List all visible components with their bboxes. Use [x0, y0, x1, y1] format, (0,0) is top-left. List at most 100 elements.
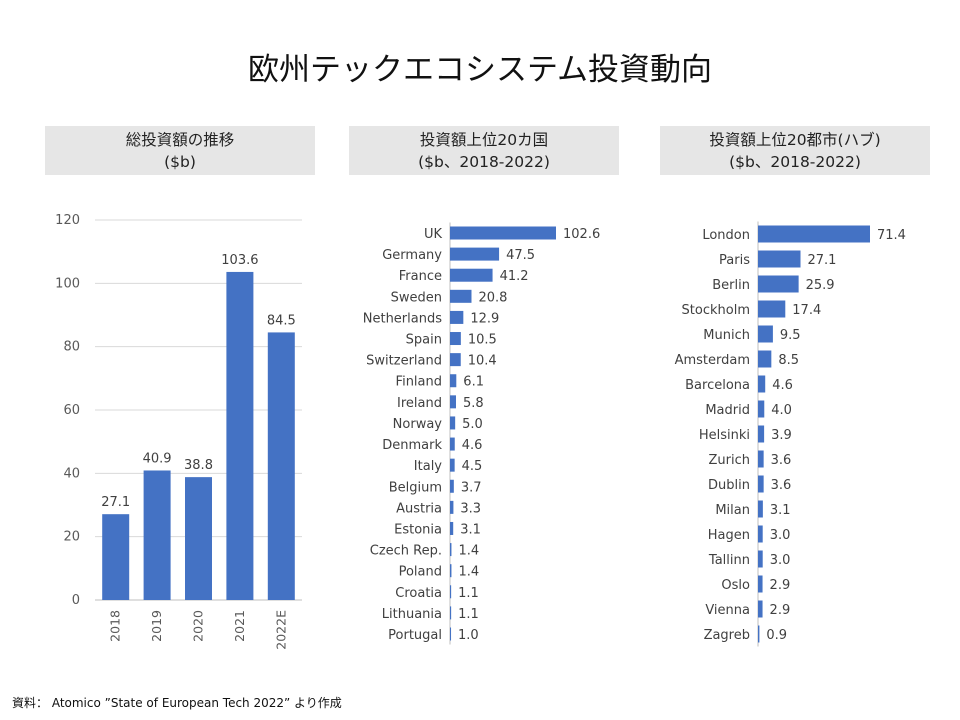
category-label: Spain [406, 333, 442, 348]
bar [450, 437, 455, 451]
bar [758, 575, 763, 593]
bar [758, 500, 763, 518]
data-label: 103.6 [221, 253, 258, 268]
data-label: 102.6 [563, 227, 600, 242]
data-label: 1.1 [458, 586, 479, 601]
category-label: UK [424, 227, 443, 242]
x-tick-label: 2018 [108, 610, 123, 642]
data-label: 17.4 [792, 303, 821, 318]
bar [450, 310, 464, 324]
category-label: Milan [715, 503, 750, 518]
y-tick-label: 40 [63, 466, 80, 481]
bar [758, 550, 763, 568]
y-tick-label: 0 [72, 593, 80, 608]
data-label: 2.9 [770, 603, 791, 618]
category-label: London [702, 228, 750, 243]
data-label: 10.5 [468, 333, 497, 348]
data-label: 6.1 [463, 375, 484, 390]
panel-title-total-investment: 総投資額の推移 ($b) [45, 126, 315, 175]
bar [450, 458, 455, 472]
data-label: 3.1 [770, 503, 791, 518]
bar [758, 300, 786, 318]
data-label: 38.8 [184, 458, 213, 473]
bar [758, 275, 799, 293]
category-label: Estonia [394, 522, 442, 537]
bar [102, 514, 130, 600]
bar [450, 521, 454, 535]
bar [450, 585, 452, 599]
x-tick-label: 2021 [232, 610, 247, 642]
bar [758, 250, 801, 268]
data-label: 3.6 [771, 478, 792, 493]
panel-title-line: ($b、2018-2022) [418, 153, 550, 171]
category-label: Denmark [382, 438, 442, 453]
bar [267, 332, 295, 600]
bar [758, 350, 772, 368]
data-label: 4.6 [772, 378, 793, 393]
category-label: Munich [703, 328, 750, 343]
bar [450, 606, 452, 620]
data-label: 3.1 [460, 522, 481, 537]
bar [450, 479, 454, 493]
category-label: Lithuania [382, 607, 442, 622]
data-label: 4.6 [462, 438, 483, 453]
category-label: Tallinn [708, 553, 750, 568]
bar [143, 470, 171, 600]
bar [450, 374, 457, 388]
data-label: 20.8 [478, 290, 507, 305]
data-label: 4.0 [771, 403, 792, 418]
data-label: 10.4 [468, 354, 497, 369]
bar [450, 332, 461, 346]
category-label: Sweden [391, 290, 442, 305]
page-title: 欧州テックエコシステム投資動向 [247, 52, 713, 88]
bar [450, 564, 452, 578]
data-label: 3.0 [770, 528, 791, 543]
panel-title-line: 総投資額の推移 [125, 131, 235, 149]
bar [450, 268, 493, 282]
bar [450, 289, 472, 303]
bar [226, 271, 254, 600]
category-label: Netherlands [363, 311, 442, 326]
category-label: Madrid [705, 403, 750, 418]
x-tick-label: 2022E [273, 610, 288, 650]
data-label: 3.7 [461, 480, 482, 495]
x-tick-label: 2019 [149, 610, 164, 642]
category-label: Portugal [388, 628, 442, 643]
bar [450, 543, 452, 557]
category-label: Croatia [395, 586, 442, 601]
bar [758, 225, 870, 243]
bar [758, 475, 764, 493]
category-label: Berlin [712, 278, 750, 293]
category-label: Poland [399, 565, 442, 580]
data-label: 1.4 [458, 565, 479, 580]
category-label: Oslo [721, 578, 750, 593]
category-label: Amsterdam [675, 353, 750, 368]
bar [758, 450, 764, 468]
category-label: France [399, 269, 442, 284]
bar [758, 375, 766, 393]
category-label: Finland [396, 375, 442, 390]
category-label: Belgium [389, 480, 442, 495]
data-label: 4.5 [462, 459, 483, 474]
bar [185, 477, 212, 600]
panel-title-top-countries: 投資額上位20カ国 ($b、2018-2022) [349, 126, 619, 175]
category-label: Ireland [397, 396, 442, 411]
data-label: 41.2 [500, 269, 529, 284]
category-label: Germany [382, 248, 442, 263]
bar [450, 500, 454, 514]
panel-title-line: 投資額上位20都市(ハブ) [709, 131, 881, 149]
y-tick-label: 120 [55, 213, 80, 228]
category-label: Paris [719, 253, 750, 268]
data-label: 1.0 [458, 628, 479, 643]
data-label: 12.9 [470, 311, 499, 326]
category-label: Hagen [708, 528, 750, 543]
data-label: 27.1 [101, 495, 130, 510]
panel-title-top-cities: 投資額上位20都市(ハブ) ($b、2018-2022) [660, 126, 930, 175]
bar [758, 425, 765, 443]
bar [758, 400, 765, 418]
data-label: 71.4 [877, 228, 906, 243]
category-label: Vienna [705, 603, 750, 618]
y-tick-label: 20 [63, 530, 80, 545]
panel-title-line: ($b) [164, 153, 196, 171]
bar [758, 325, 773, 343]
